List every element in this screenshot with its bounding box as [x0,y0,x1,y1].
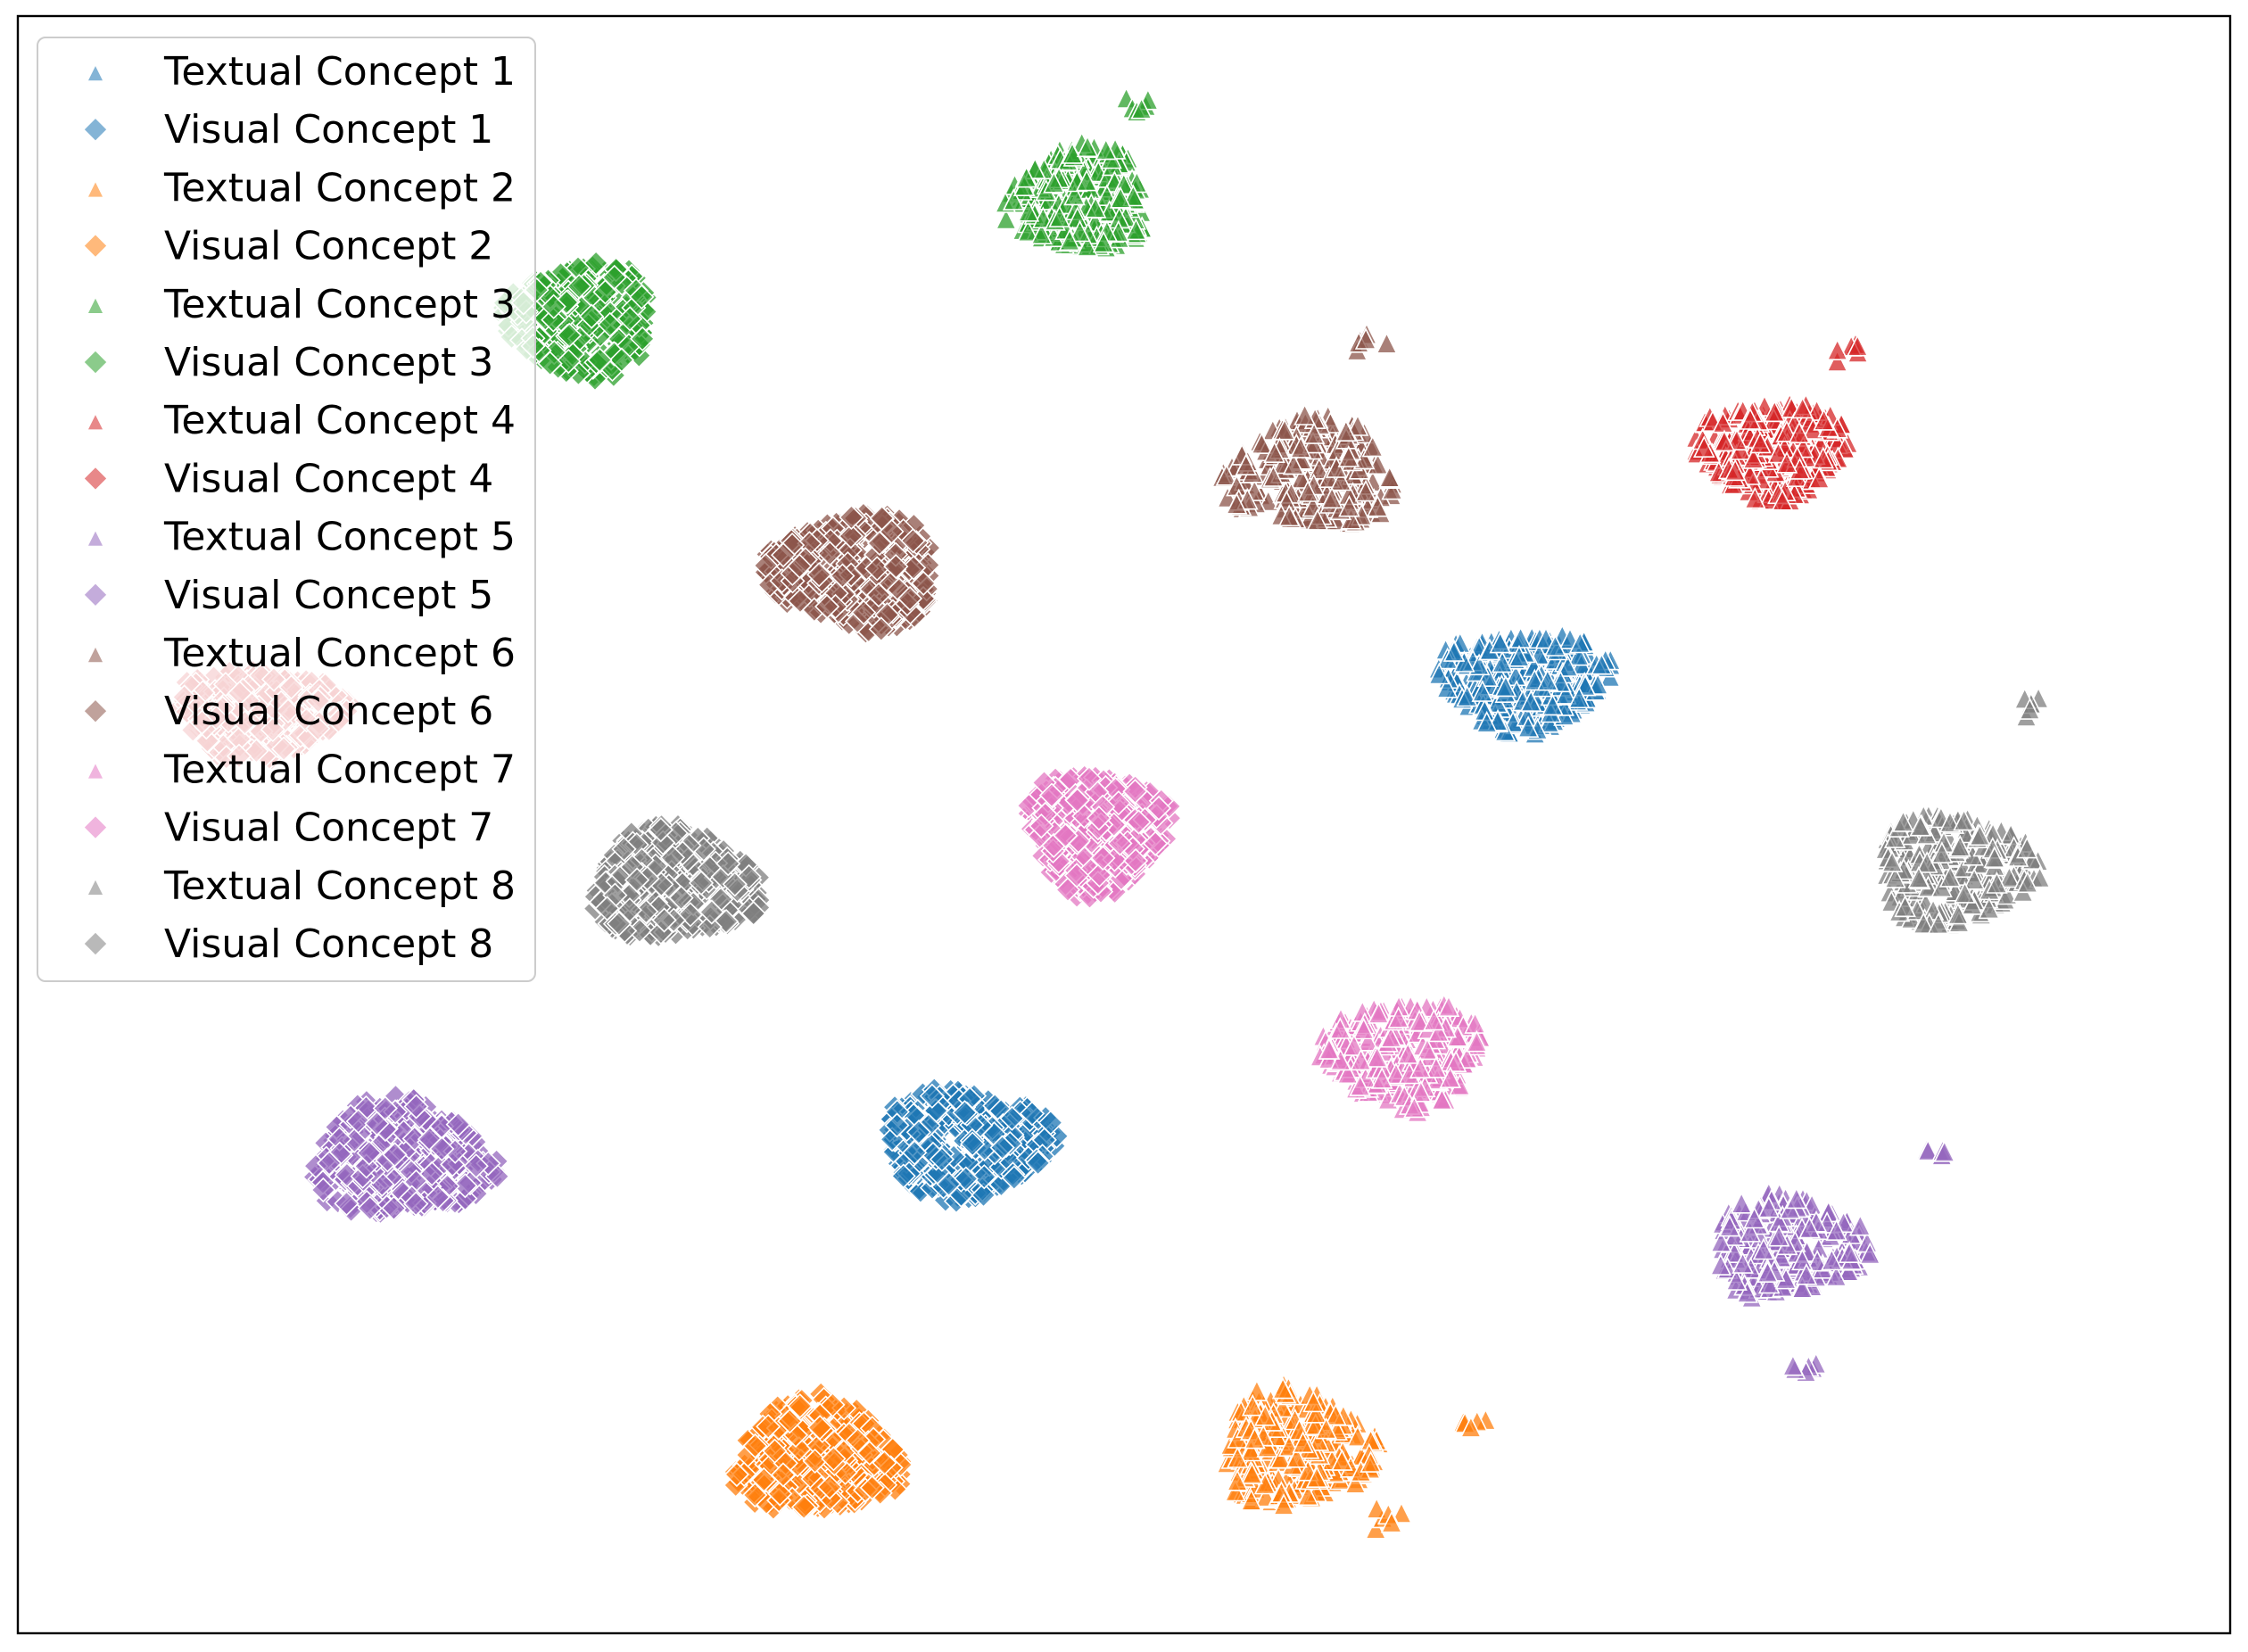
textual-concept-2-point [1271,1376,1294,1400]
textual-concept-2-point [1297,1483,1319,1507]
visual-concept-1-point [971,1164,997,1190]
visual-concept-1-point [989,1135,1015,1161]
visual-concept-2-point [762,1438,788,1464]
points-layer [168,87,2051,1540]
visual-concept-2-point [872,1450,897,1476]
textual-concept-1-point [1428,662,1450,685]
visual-concept-2-point [790,1494,817,1520]
visual-concept-1-point [905,1119,932,1145]
textual-concept-1-point [1586,673,1609,695]
visual-concept-2-point [816,1474,843,1500]
textual-concept-1-point [1453,650,1475,673]
textual-concept-1-point [1508,644,1531,667]
visual-concept-1-point [936,1171,962,1197]
textual-concept-1-point [1467,653,1491,676]
visual-concept-2-point [770,1462,797,1488]
textual-concept-1-point [1442,640,1466,662]
textual-concept-2-point [1344,1471,1367,1494]
textual-concept-2-point [1254,1403,1277,1426]
visual-concept-1-point [952,1100,978,1126]
textual-concept-1-point [1435,676,1459,698]
visual-concept-2-point [856,1440,882,1466]
textual-concept-1-point [1489,631,1511,654]
textual-concept-1-point [1557,655,1579,677]
textual-concept-2-point [1285,1445,1308,1468]
textual-concept-2-point [1226,1468,1249,1491]
textual-concept-2-point [1227,1446,1249,1468]
textual-concept-1-point [1541,693,1564,716]
textual-concept-2-point [1240,1489,1262,1511]
visual-concept-1-point [890,1163,916,1189]
visual-concept-2-point [821,1446,847,1472]
visual-concept-1-point [1001,1165,1027,1191]
textual-concept-2-point [1315,1417,1337,1440]
textual-concept-1-point [1509,625,1532,648]
textual-concept-2-point [1360,1450,1382,1473]
textual-concept-2-point [1241,1393,1264,1417]
textual-concept-1-point [1517,715,1540,738]
visual-concept-1-point [1037,1110,1063,1136]
visual-concept-1-point [902,1140,928,1166]
visual-concept-2-point [742,1433,768,1459]
visual-concept-2-point [723,1461,750,1488]
visual-concept-1-point [929,1146,955,1172]
textual-concept-2-point [1331,1449,1353,1471]
textual-concept-2-point [1240,1439,1262,1462]
textual-concept-1-point [1471,680,1494,702]
textual-concept-1-point [1591,652,1613,675]
visual-concept-2-point [767,1481,793,1507]
textual-concept-2-point [1305,1466,1328,1488]
textual-concept-1-point [1494,674,1517,698]
visual-concept-2-point [845,1427,871,1453]
visual-concept-2-point [742,1482,768,1508]
textual-concept-2-point [1305,1400,1327,1424]
visual-concept-1-point [1019,1101,1045,1127]
textual-concept-2-point [1244,1426,1266,1450]
textual-concept-1-point [1567,643,1591,666]
textual-concept-1-point [1519,690,1542,712]
visual-concept-1-point [999,1105,1025,1131]
textual-concept-1-point [1524,668,1546,691]
textual-concept-2-point [1346,1425,1369,1447]
textual-concept-2-point [1272,1493,1295,1516]
visual-concept-1-point [884,1112,910,1138]
visual-concept-2-point [806,1415,833,1441]
visual-concept-1-point [919,1083,946,1109]
textual-concept-2-point [1302,1390,1325,1413]
textual-concept-1-point [1536,668,1559,691]
textual-concept-2-point [1269,1446,1292,1469]
visual-concept-1-point [971,1182,996,1208]
visual-concept-2-point [777,1408,803,1434]
textual-concept-2-point [1325,1403,1347,1426]
textual-concept-1-point [1555,681,1577,705]
textual-concept-2-point [1307,1429,1330,1451]
visual-concept-1-point [1025,1150,1051,1176]
textual-concept-2-point [1241,1462,1263,1484]
textual-concept-1-point [1567,686,1591,709]
visual-concept-1-point [960,1131,986,1157]
textual-concept-1-point [1491,650,1514,673]
visual-concept-2-point [756,1414,781,1440]
textual-concept-1-point [1475,710,1498,733]
visual-concept-2-point [859,1474,885,1500]
visual-concept-2-point [787,1393,813,1419]
textual-concept-2-point [1292,1431,1314,1454]
